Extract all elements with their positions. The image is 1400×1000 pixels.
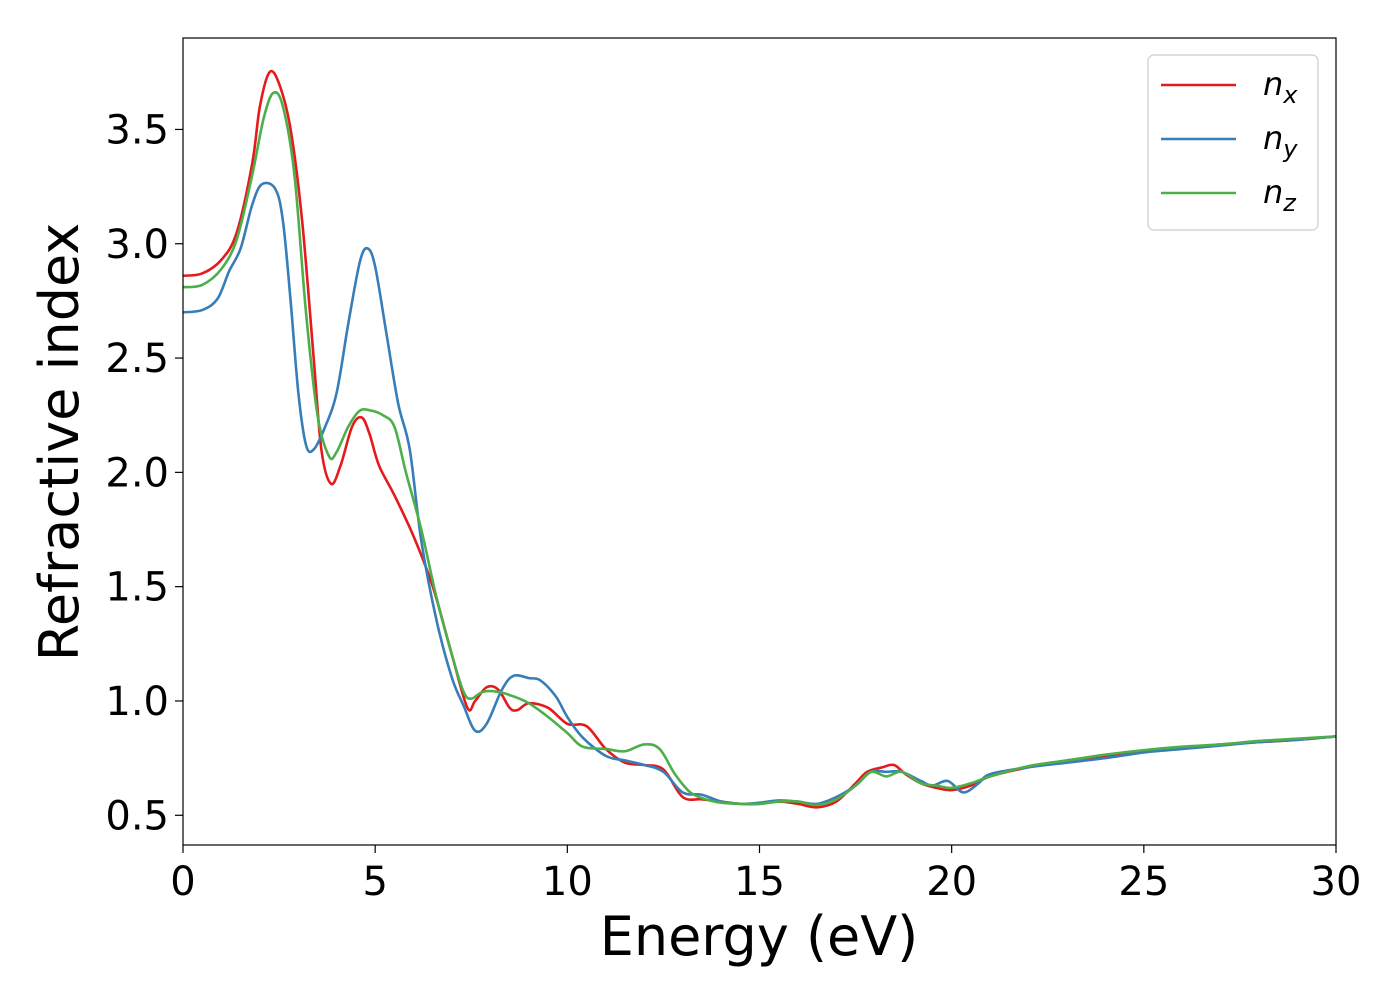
series-line-n-z: [183, 90, 1336, 807]
legend-label: nz: [1263, 173, 1297, 217]
x-tick-label: 25: [1118, 859, 1169, 905]
y-tick-label: 1.5: [105, 565, 169, 611]
y-tick-label: 2.5: [105, 336, 169, 382]
x-tick-label: 10: [542, 859, 593, 905]
legend-label: nx: [1263, 65, 1298, 109]
x-tick-label: 15: [734, 859, 785, 905]
x-tick-label: 0: [170, 859, 195, 905]
x-axis-label: Energy (eV): [600, 905, 919, 968]
legend-box: [1147, 54, 1319, 231]
y-tick-label: 1.0: [105, 679, 169, 725]
x-tick-label: 30: [1311, 859, 1362, 905]
y-tick-label: 3.0: [105, 222, 169, 268]
series-layer: [183, 69, 1336, 809]
legend: nx ny nz: [1147, 54, 1319, 231]
y-axis-label: Refractive index: [28, 223, 91, 662]
series-line-n-y: [183, 181, 1336, 806]
x-tick-label: 20: [926, 859, 977, 905]
y-tick-label: 3.5: [105, 107, 169, 153]
y-axis-ticks: 0.5 1.0 1.5 2.0 2.5 3.0 3.5: [105, 107, 183, 839]
x-tick-label: 5: [362, 859, 387, 905]
y-tick-label: 2.0: [105, 450, 169, 496]
y-tick-label: 0.5: [105, 793, 169, 839]
x-axis-ticks: 0 5 10 15 20 25 30: [170, 845, 1361, 905]
legend-label: ny: [1263, 119, 1298, 163]
plot-frame: [182, 37, 1337, 846]
